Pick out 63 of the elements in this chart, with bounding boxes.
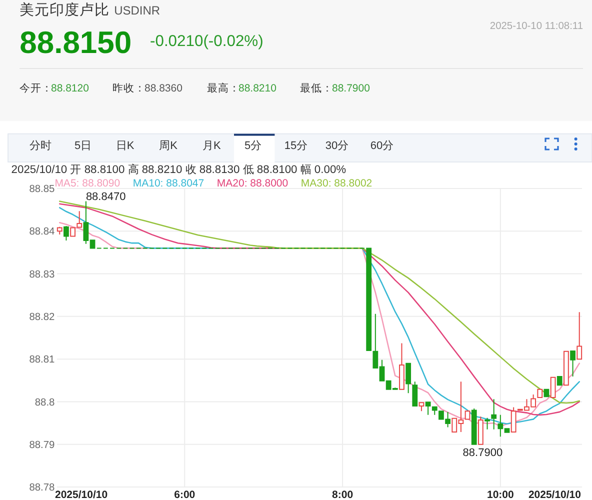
y-tick-label: 88.78 xyxy=(29,482,56,494)
candlestick xyxy=(570,350,576,378)
candlestick xyxy=(510,406,516,432)
candlestick xyxy=(576,312,582,360)
text: 最低： xyxy=(300,82,333,94)
y-tick-label: 88.8 xyxy=(34,397,56,408)
x-tick-label: 10:00 xyxy=(486,489,514,500)
annotation: 88.7900 xyxy=(462,446,503,459)
y-tick-label: 88.85 xyxy=(29,184,56,196)
candlestick xyxy=(478,416,484,445)
text: 5日 xyxy=(74,140,92,152)
y-tick-label: 88.79 xyxy=(29,440,56,451)
candlestick xyxy=(464,410,470,420)
annotation: 88.8470 xyxy=(86,190,126,203)
text: 分时 xyxy=(30,139,52,152)
text: -0.0210(-0.02%) xyxy=(150,33,264,50)
candlestick xyxy=(550,376,556,398)
text: 周K xyxy=(159,140,178,152)
candlestick xyxy=(406,362,412,394)
text: 88.8360 xyxy=(144,82,183,94)
candlestick xyxy=(418,402,424,412)
text: MA20: 88.8000 xyxy=(216,178,288,190)
text: 月K xyxy=(202,140,222,152)
candlestick xyxy=(64,226,69,242)
text: 15分 xyxy=(284,140,308,152)
text: 5分 xyxy=(244,140,262,152)
candlestick xyxy=(484,417,490,430)
y-tick-label: 88.84 xyxy=(29,226,56,238)
candlestick xyxy=(556,376,562,386)
y-tick-label: 88.82 xyxy=(29,312,56,323)
x-tick-label: 8:00 xyxy=(332,489,354,500)
text: MA10: 88.8047 xyxy=(132,178,204,190)
candlestick xyxy=(56,226,62,236)
text: MA30: 88.8002 xyxy=(300,178,372,190)
candlestick xyxy=(564,350,569,386)
text: 日K xyxy=(116,140,135,152)
text: 2025/10/10 xyxy=(528,489,582,500)
text: 2025/10/10 开 88.8100 高 88.8210 收 88.8130 低 88.8100 幅 0.00% xyxy=(11,162,346,176)
candlestick xyxy=(471,408,477,445)
candlestick xyxy=(544,388,550,398)
text: 最高： xyxy=(206,81,240,94)
text: 今开： xyxy=(20,82,53,94)
chart-title: 美元印度卢比 xyxy=(20,1,110,18)
text: MA5: 88.8090 xyxy=(54,178,120,190)
text: 88.8120 xyxy=(51,82,90,94)
candlestick xyxy=(399,342,404,390)
text: 60分 xyxy=(370,140,394,152)
x-tick-label: 6:00 xyxy=(174,489,196,500)
y-tick-label: 88.81 xyxy=(29,354,56,366)
candlestick xyxy=(432,406,438,416)
text: 2025/10/10 xyxy=(55,489,108,500)
candlestick xyxy=(425,401,431,416)
y-tick-label: 88.83 xyxy=(29,269,56,280)
text: 88.8150 xyxy=(20,24,132,60)
text: 昨收： xyxy=(112,82,146,94)
candlestick xyxy=(491,398,497,430)
text: 88.7900 xyxy=(332,82,370,94)
text: 88.8210 xyxy=(238,82,277,94)
chart-subtitle: USDINR xyxy=(114,3,160,18)
candlestick xyxy=(537,388,543,398)
text: 2025-10-10 11:08:11 xyxy=(490,21,584,32)
candlestick xyxy=(412,381,418,406)
text: 30分 xyxy=(325,140,349,152)
